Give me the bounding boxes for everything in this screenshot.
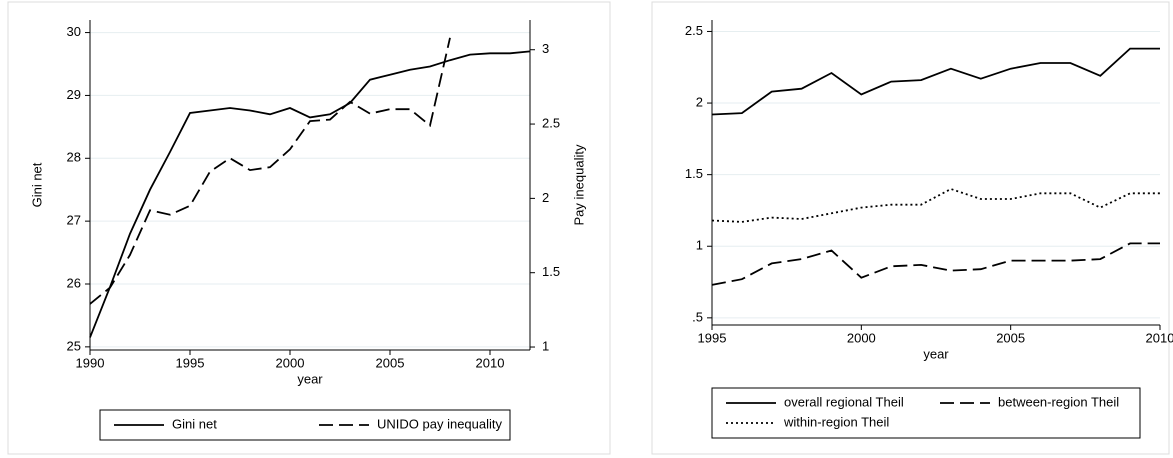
y2-tick-label: 1: [542, 338, 549, 353]
legend-label: overall regional Theil: [784, 394, 904, 409]
y-tick-label: 28: [67, 150, 81, 165]
y-tick-label: 27: [67, 213, 81, 228]
series-line: [711, 242, 1160, 286]
x-axis-label: year: [923, 346, 949, 361]
y-tick-label: 1: [696, 238, 703, 253]
x-tick-label: 1990: [76, 355, 105, 370]
x-tick-label: 1995: [698, 330, 727, 345]
y-tick-label: 1.5: [685, 166, 703, 181]
x-tick-label: 2000: [276, 355, 305, 370]
y2-axis-label: Pay inequality: [571, 144, 586, 225]
x-tick-label: 2005: [376, 355, 405, 370]
legend-label: within-region Theil: [783, 414, 889, 429]
left-panel: [7, 1, 611, 455]
legend-label: Gini net: [172, 416, 217, 431]
series-line: [89, 50, 531, 338]
x-tick-label: 2010: [476, 355, 505, 370]
y-tick-label: 29: [67, 87, 81, 102]
y2-tick-label: 1.5: [542, 264, 560, 279]
series-line: [89, 37, 451, 305]
series-line: [711, 188, 1160, 223]
y2-tick-label: 3: [542, 41, 549, 56]
y-tick-label: 2.5: [685, 23, 703, 38]
series-line: [711, 47, 1160, 116]
legend-label: UNIDO pay inequality: [377, 416, 502, 431]
legend-box: [711, 387, 1141, 439]
right-panel: [651, 1, 1170, 455]
y-tick-label: .5: [692, 309, 703, 324]
x-tick-label: 2000: [847, 330, 876, 345]
y2-tick-label: 2.5: [542, 115, 560, 130]
legend-box: [99, 409, 511, 441]
legend-label: between-region Theil: [998, 394, 1119, 409]
x-axis-label: year: [297, 371, 323, 386]
y-tick-label: 2: [696, 94, 703, 109]
y-tick-label: 30: [67, 24, 81, 39]
x-tick-label: 2005: [996, 330, 1025, 345]
x-tick-label: 1995: [176, 355, 205, 370]
y-tick-label: 26: [67, 275, 81, 290]
y-axis-label: Gini net: [29, 162, 44, 207]
y2-tick-label: 2: [542, 190, 549, 205]
y-tick-label: 25: [67, 338, 81, 353]
x-tick-label: 2010: [1146, 330, 1173, 345]
